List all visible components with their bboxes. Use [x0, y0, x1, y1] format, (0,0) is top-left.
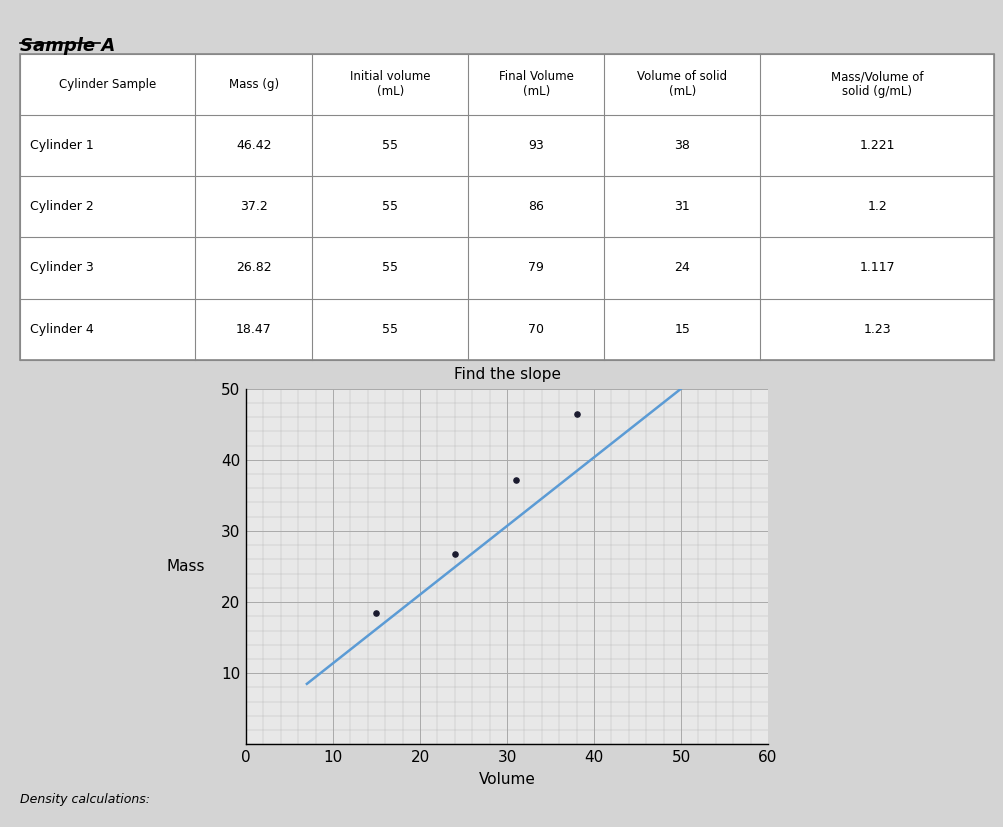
Text: 18.47: 18.47: [236, 323, 272, 336]
Point: [508, 473, 524, 486]
Text: Cylinder 1: Cylinder 1: [30, 139, 93, 152]
X-axis label: Volume: Volume: [478, 772, 535, 786]
Text: Density calculations:: Density calculations:: [20, 793, 149, 806]
Text: 31: 31: [674, 200, 689, 213]
Text: 1.221: 1.221: [859, 139, 894, 152]
Text: 1.23: 1.23: [863, 323, 890, 336]
Point: [446, 547, 462, 560]
Text: 1.117: 1.117: [859, 261, 894, 275]
Text: Final Volume
(mL): Final Volume (mL): [498, 70, 573, 98]
Text: 93: 93: [528, 139, 544, 152]
Text: Cylinder 3: Cylinder 3: [30, 261, 93, 275]
Text: 38: 38: [674, 139, 690, 152]
Text: 55: 55: [382, 139, 398, 152]
Text: Mass/Volume of
solid (g/mL): Mass/Volume of solid (g/mL): [830, 70, 923, 98]
Text: 15: 15: [674, 323, 690, 336]
Text: 26.82: 26.82: [236, 261, 272, 275]
Text: 55: 55: [382, 261, 398, 275]
Text: 55: 55: [382, 323, 398, 336]
Point: [568, 408, 584, 421]
Text: Cylinder Sample: Cylinder Sample: [59, 78, 156, 91]
Title: Find the slope: Find the slope: [453, 367, 560, 382]
Point: [368, 606, 384, 619]
Text: Volume of solid
(mL): Volume of solid (mL): [637, 70, 726, 98]
Text: 1.2: 1.2: [867, 200, 886, 213]
Text: Mass (g): Mass (g): [229, 78, 279, 91]
Text: Cylinder 4: Cylinder 4: [30, 323, 93, 336]
Text: 37.2: 37.2: [240, 200, 268, 213]
Text: 24: 24: [674, 261, 689, 275]
Text: 46.42: 46.42: [236, 139, 271, 152]
Text: Initial volume
(mL): Initial volume (mL): [350, 70, 430, 98]
Text: 70: 70: [528, 323, 544, 336]
Text: Sample A: Sample A: [20, 37, 115, 55]
Text: 55: 55: [382, 200, 398, 213]
Text: 79: 79: [528, 261, 544, 275]
Text: 86: 86: [528, 200, 544, 213]
Text: Cylinder 2: Cylinder 2: [30, 200, 93, 213]
Text: Mass: Mass: [166, 559, 205, 574]
